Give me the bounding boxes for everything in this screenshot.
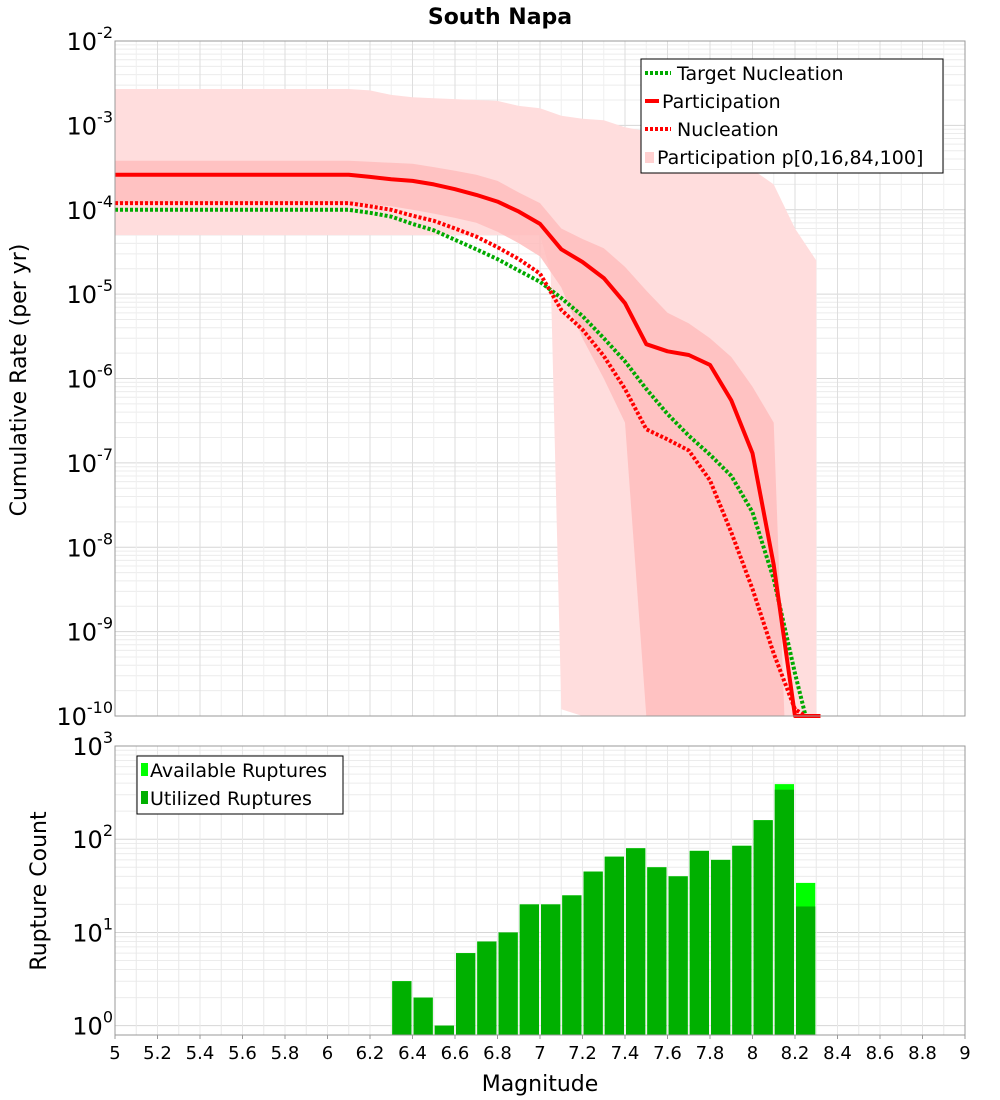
bar-utilized bbox=[774, 789, 794, 1035]
x-tick-label: 5.8 bbox=[271, 1043, 300, 1064]
rupture-count-chart: 100 101 102 103 5 5.2 5.4 5.6 5.8 6 6.2 6.4 6.6 6.8 7… bbox=[27, 728, 971, 1097]
y-tick-label: 10-9 bbox=[67, 614, 114, 647]
legend-nucleation: Nucleation bbox=[677, 119, 779, 141]
bar-utilized bbox=[796, 906, 816, 1035]
legend-band-swatch bbox=[645, 152, 654, 163]
x-tick-label: 6 bbox=[322, 1043, 333, 1064]
series-nucleation bbox=[115, 201, 819, 718]
x-tick-label: 5 bbox=[109, 1043, 120, 1064]
rupture-bars bbox=[392, 784, 816, 1035]
bar-utilized bbox=[562, 895, 582, 1035]
rate-chart: South Napa 10-10 10-9 10-8 10-7 10-6 10-5 10-4… bbox=[7, 5, 966, 731]
bar-utilized bbox=[498, 932, 518, 1035]
y-tick-label: 10-5 bbox=[67, 276, 114, 309]
top-plot-frame bbox=[114, 40, 966, 717]
x-tick-label: 7.8 bbox=[696, 1043, 725, 1064]
bar-utilized bbox=[732, 845, 752, 1035]
series-participation bbox=[115, 172, 821, 718]
rate-lines bbox=[115, 172, 821, 718]
legend-utilized-swatch bbox=[141, 791, 148, 804]
bar-utilized bbox=[392, 981, 412, 1035]
y-tick-label: 10-3 bbox=[67, 107, 114, 140]
y-tick-label: 10-8 bbox=[67, 529, 114, 562]
x-tick-label: 6.6 bbox=[441, 1043, 470, 1064]
bar-utilized bbox=[647, 867, 667, 1035]
bottom-legend: Available Ruptures Utilized Ruptures bbox=[136, 755, 344, 815]
legend-available-swatch bbox=[141, 763, 148, 776]
x-tick-label: 7 bbox=[534, 1043, 545, 1064]
x-tick-label: 5.4 bbox=[186, 1043, 215, 1064]
x-tick-label: 8.8 bbox=[908, 1043, 937, 1064]
x-tick-label: 8.4 bbox=[823, 1043, 852, 1064]
y-tick-label: 102 bbox=[72, 821, 113, 854]
bar-utilized bbox=[541, 904, 561, 1035]
x-tick-label: 6.4 bbox=[398, 1043, 427, 1064]
legend-available: Available Ruptures bbox=[150, 760, 327, 782]
bottom-y-axis-label: Rupture Count bbox=[27, 811, 52, 971]
legend-utilized: Utilized Ruptures bbox=[150, 788, 312, 810]
x-tick-label: 8 bbox=[747, 1043, 758, 1064]
top-legend: Target Nucleation Participation Nucleati… bbox=[640, 58, 944, 174]
y-tick-label: 10-4 bbox=[67, 192, 114, 225]
y-tick-label: 10-2 bbox=[67, 23, 114, 56]
y-tick-label: 10-6 bbox=[67, 361, 114, 394]
bar-utilized bbox=[583, 871, 603, 1035]
top-y-axis-label: Cumulative Rate (per yr) bbox=[7, 244, 32, 517]
y-tick-label: 10-10 bbox=[56, 698, 113, 731]
bar-utilized bbox=[626, 848, 646, 1035]
bar-utilized bbox=[711, 859, 731, 1035]
x-tick-label: 9 bbox=[959, 1043, 970, 1064]
legend-band: Participation p[0,16,84,100] bbox=[657, 147, 923, 169]
x-tick-label: 7.6 bbox=[653, 1043, 682, 1064]
bar-utilized bbox=[434, 1025, 454, 1035]
legend-participation: Participation bbox=[662, 91, 781, 113]
bar-utilized bbox=[456, 953, 476, 1035]
y-tick-label: 10-7 bbox=[67, 445, 114, 478]
x-tick-label: 5.2 bbox=[143, 1043, 172, 1064]
x-tick-label: 7.4 bbox=[611, 1043, 640, 1064]
legend-target-nucleation: Target Nucleation bbox=[676, 63, 844, 85]
band-inner bbox=[115, 160, 785, 717]
x-tick-label: 8.2 bbox=[781, 1043, 810, 1064]
x-axis-label: Magnitude bbox=[482, 1072, 599, 1097]
x-tick-label: 6.2 bbox=[356, 1043, 385, 1064]
x-ticks: 5 5.2 5.4 5.6 5.8 6 6.2 6.4 6.6 6.8 7 7.2 7.4 7.6 7.8 8… bbox=[109, 1035, 971, 1064]
bar-utilized bbox=[753, 820, 773, 1035]
bottom-y-ticks: 100 101 102 103 bbox=[72, 728, 113, 1041]
x-tick-label: 7.2 bbox=[568, 1043, 597, 1064]
bar-utilized bbox=[413, 997, 433, 1035]
y-tick-label: 101 bbox=[72, 914, 113, 947]
bar-utilized bbox=[604, 856, 624, 1035]
x-tick-label: 5.6 bbox=[228, 1043, 257, 1064]
top-y-ticks: 10-10 10-9 10-8 10-7 10-6 10-5 10-4 10-3 10-2 bbox=[56, 23, 113, 731]
y-tick-label: 103 bbox=[72, 728, 113, 761]
chart-title: South Napa bbox=[428, 5, 572, 30]
bar-utilized bbox=[519, 904, 539, 1035]
x-tick-label: 6.8 bbox=[483, 1043, 512, 1064]
y-tick-label: 100 bbox=[72, 1008, 113, 1041]
series-target-nucleation bbox=[115, 207, 819, 718]
x-tick-label: 8.6 bbox=[866, 1043, 895, 1064]
bar-utilized bbox=[668, 876, 688, 1035]
bar-utilized bbox=[477, 941, 497, 1035]
bar-utilized bbox=[689, 850, 709, 1035]
participation-band bbox=[115, 89, 817, 717]
